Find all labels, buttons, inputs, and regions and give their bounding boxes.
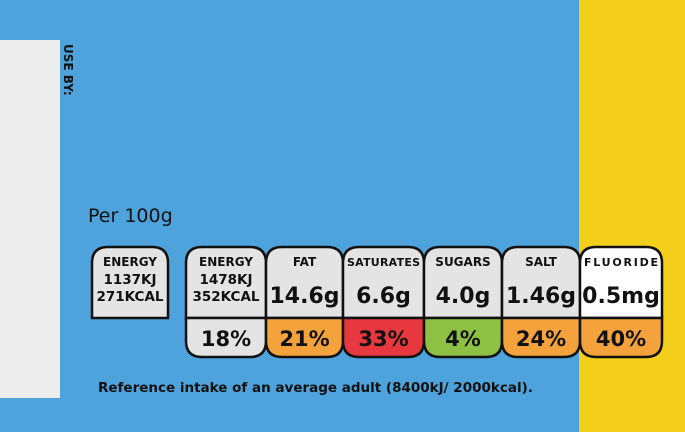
badge-top (578, 245, 664, 320)
badge-percent: 24% (516, 327, 566, 351)
badge-percent: 4% (445, 327, 481, 351)
badge-percent: 40% (596, 327, 646, 351)
badge-line: 1478KJ (199, 272, 252, 288)
badge-name: SALT (525, 255, 558, 269)
badge-line: 271KCAL (97, 289, 164, 305)
yellow-strip (579, 0, 685, 432)
per-label: Per 100g (88, 205, 173, 227)
badge-line: 1137KJ (103, 272, 156, 288)
badge-name: SATURATES (347, 256, 420, 269)
badge-top (90, 245, 170, 320)
badge-percent: 21% (279, 327, 329, 351)
badge-name: SUGARS (435, 255, 490, 269)
footnote: Reference intake of an average adult (84… (98, 380, 533, 396)
white-panel (0, 40, 60, 398)
badge-name: ENERGY (199, 255, 253, 269)
badge-percent: 33% (358, 327, 408, 351)
badge-value: 14.6g (269, 284, 339, 309)
badge-line: 352KCAL (193, 289, 260, 305)
badge-name: ENERGY (103, 255, 157, 269)
badge-name: FLUORIDE (584, 256, 658, 269)
badge-value: 1.46g (506, 284, 576, 309)
use-by: USE BY: (61, 44, 75, 96)
badge-name: FAT (293, 255, 317, 269)
badge-value: 4.0g (436, 284, 491, 309)
badge-value: 6.6g (356, 284, 411, 309)
badge-percent: 18% (201, 327, 251, 351)
badge-percent-box (578, 316, 664, 359)
badge-value: 0.5mg (582, 284, 660, 309)
